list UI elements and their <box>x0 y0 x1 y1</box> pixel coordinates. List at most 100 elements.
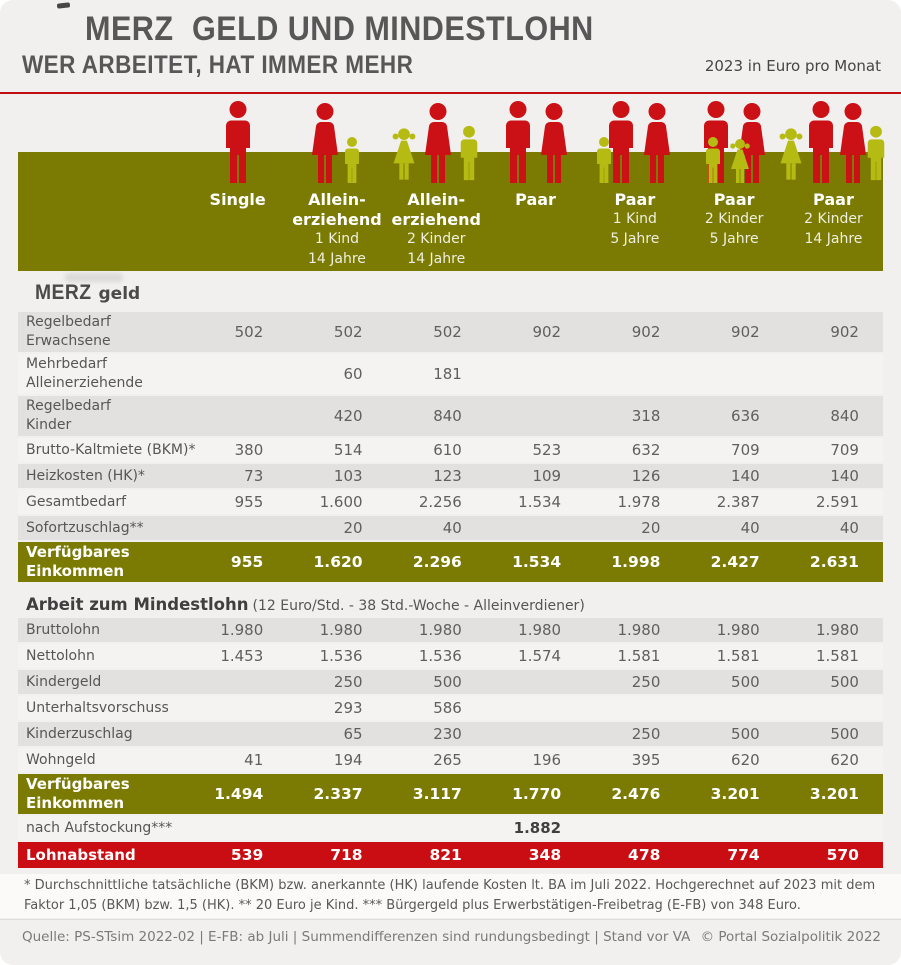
value-cell: 570 <box>826 846 859 864</box>
column-header-label: Paar <box>515 190 556 209</box>
row-label: Sofortzuschlag** <box>26 519 144 536</box>
value-cell: 955 <box>230 553 264 571</box>
value-cell <box>287 816 386 840</box>
table-row: Mehrbedarf Alleinerziehende 60 181 <box>18 354 883 394</box>
value-cell: 3.201 <box>710 785 760 803</box>
value-cell: 2.427 <box>710 553 760 571</box>
value-cell <box>486 722 585 746</box>
value-cell: 1.453 <box>220 647 264 665</box>
value-cell: 1.770 <box>512 785 562 803</box>
value-cell: 1.581 <box>816 647 859 665</box>
page-title-rest: GELD UND MINDESTLOHN <box>192 10 595 48</box>
value-cell: 902 <box>731 323 760 341</box>
value-cell: 478 <box>628 846 661 864</box>
value-cell: 709 <box>830 441 859 459</box>
table-row: Brutto-Kaltmiete (BKM)* 380 514 610 523 632 70… <box>18 438 883 462</box>
value-cell: 840 <box>830 407 859 425</box>
column-header-label: Allein-erziehend <box>391 190 481 229</box>
column-header-sublabel: 2 Kinder <box>406 231 466 247</box>
value-cell: 514 <box>333 441 363 459</box>
section-title-buergergeld: MERZ geld <box>35 273 901 308</box>
value-cell: 1.620 <box>313 553 363 571</box>
paste-artifact <box>56 2 71 9</box>
row-label: Brutto-Kaltmiete (BKM)* <box>26 441 196 458</box>
column-header-label: Paar <box>713 190 755 209</box>
value-cell: 1.980 <box>617 621 661 639</box>
value-cell: 140 <box>731 467 760 485</box>
row-label: Regelbedarf Kinder <box>26 398 111 433</box>
page-title-merz: MERZ <box>85 10 174 48</box>
red-divider-line <box>0 92 901 94</box>
value-cell: 196 <box>532 751 562 769</box>
value-cell: 380 <box>234 441 264 459</box>
value-cell: 500 <box>731 725 760 743</box>
value-cell: 73 <box>244 467 264 485</box>
section-title-mindestlohn: Arbeit zum Mindestlohn (12 Euro/Std. - 38… <box>26 595 585 614</box>
value-cell <box>188 722 287 746</box>
value-cell: 1.536 <box>319 647 363 665</box>
value-cell: 2.476 <box>611 785 661 803</box>
boy-person-icon <box>341 137 363 183</box>
value-cell: 109 <box>532 467 562 485</box>
column-header-label: Paar <box>614 190 656 209</box>
value-cell: 1.980 <box>518 621 562 639</box>
section-title-geld: geld <box>98 284 141 304</box>
column-header: Allein-erziehend 2 Kinder 14 Jahre <box>387 190 486 269</box>
value-cell: 126 <box>631 467 661 485</box>
value-cell: 123 <box>433 467 462 485</box>
value-cell: 40 <box>442 519 462 537</box>
column-header: Paar 2 Kinder 14 Jahre <box>784 190 883 249</box>
value-cell: 250 <box>631 725 661 743</box>
girl-person-icon <box>728 139 752 183</box>
column-header-sublabel: 5 Jahre <box>610 230 660 247</box>
row-label: nach Aufstockung*** <box>26 819 173 836</box>
value-cell: 586 <box>433 699 462 717</box>
value-cell: 2.591 <box>816 493 859 511</box>
column-header-sublabel: 1 Kind <box>314 231 360 247</box>
man-person-icon <box>803 101 839 183</box>
value-cell: 1.600 <box>319 493 363 511</box>
column-header: Single <box>188 190 287 210</box>
row-label: Nettolohn <box>26 647 95 664</box>
row-label: Kindergeld <box>26 673 102 690</box>
value-cell <box>585 816 684 840</box>
legend-band: Single Allein-erziehend 1 Kind 14 Jahre Alle… <box>0 94 901 271</box>
table-row: Verfügbares Einkommen 955 1.620 2.296 1.534 1.… <box>18 542 883 582</box>
value-cell: 318 <box>631 407 661 425</box>
value-cell <box>188 396 287 436</box>
value-cell: 1.574 <box>518 647 562 665</box>
value-cell <box>784 696 883 720</box>
table-row: Gesamtbedarf 955 1.600 2.256 1.534 1.978 2.387… <box>18 490 883 514</box>
value-cell: 502 <box>333 323 363 341</box>
value-cell: 1.581 <box>716 647 760 665</box>
boy-person-icon <box>702 137 724 183</box>
value-cell: 230 <box>433 725 462 743</box>
row-label: Wohngeld <box>26 751 96 768</box>
value-cell: 420 <box>333 407 363 425</box>
value-cell: 610 <box>433 441 462 459</box>
woman-person-icon <box>639 103 675 183</box>
table-row: Regelbedarf Kinder 420 840 318 636 840 <box>18 396 883 436</box>
row-label: Lohnabstand <box>26 845 136 864</box>
value-cell: 1.980 <box>716 621 760 639</box>
value-cell: 620 <box>731 751 760 769</box>
value-cell <box>188 670 287 694</box>
column-header-sublabel: 5 Jahre <box>709 230 759 247</box>
table-row: Unterhaltsvorschuss 293 586 <box>18 696 883 720</box>
table-row: Heizkosten (HK)* 73 103 123 109 126 140 140 <box>18 464 883 488</box>
value-cell: 955 <box>234 493 264 511</box>
value-cell: 40 <box>740 519 760 537</box>
value-cell: 902 <box>830 323 859 341</box>
value-cell: 265 <box>433 751 462 769</box>
value-cell: 1.581 <box>617 647 661 665</box>
value-cell: 3.201 <box>809 785 859 803</box>
value-cell: 3.117 <box>412 785 462 803</box>
value-cell <box>486 516 585 540</box>
row-label: Verfügbares Einkommen <box>26 543 130 580</box>
value-cell <box>387 816 486 840</box>
value-cell: 2.387 <box>716 493 760 511</box>
paste-smudge-artifact <box>65 273 123 282</box>
value-cell <box>684 816 783 840</box>
value-cell <box>784 354 883 394</box>
value-cell: 1.980 <box>816 621 859 639</box>
